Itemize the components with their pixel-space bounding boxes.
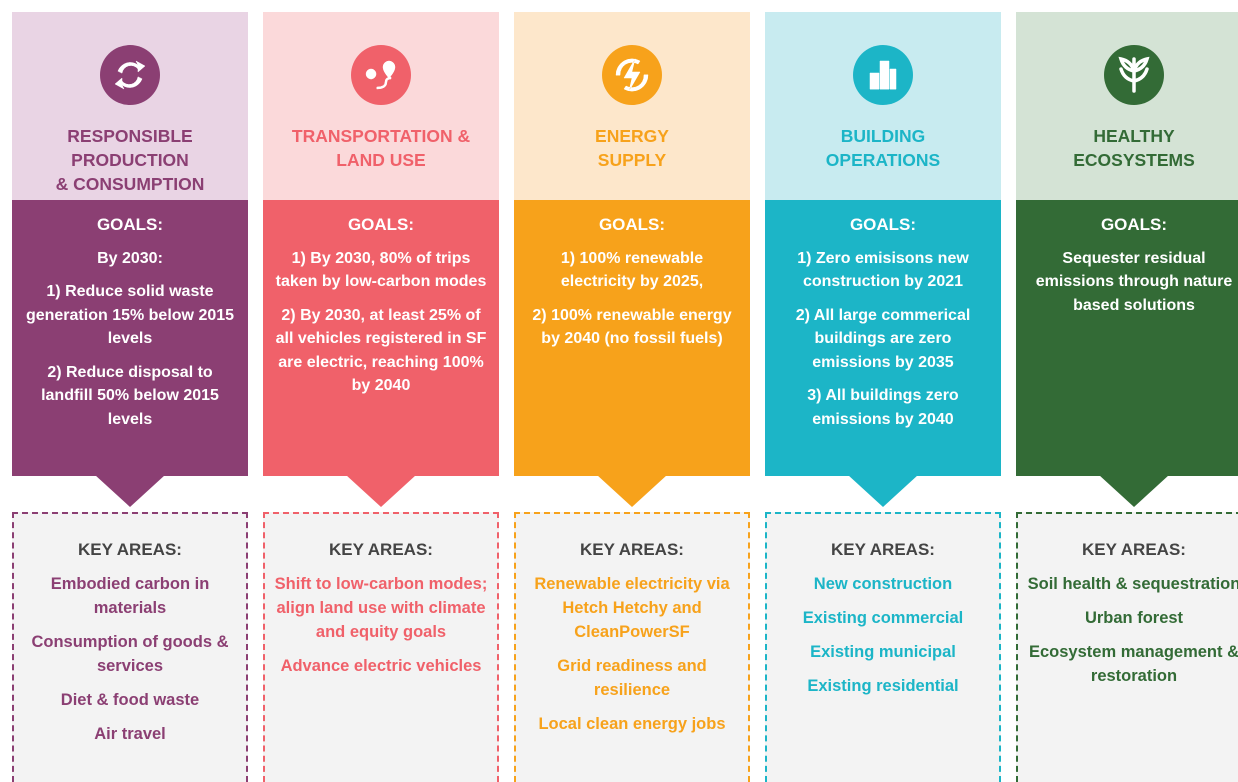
goals-box: GOALS: 1) By 2030, 80% of trips taken by … — [263, 200, 499, 476]
goals-box: GOALS: Sequester residual emissions throu… — [1016, 200, 1238, 476]
goal: 3) All buildings zero emissions by 2040 — [807, 387, 959, 428]
arrow — [346, 475, 416, 507]
icon — [351, 45, 411, 105]
goal: By 2030: — [97, 249, 163, 267]
key-areas-heading: KEY AREAS: — [78, 540, 182, 559]
arrow-shape — [597, 475, 667, 507]
icon-glyph — [1118, 56, 1150, 93]
column: BUILDING OPERATIONS GOALS: 1) Zero emisison… — [765, 12, 1001, 782]
key-area: Shift to low-carbon modes; align land us… — [274, 575, 488, 641]
icon-glyph — [869, 60, 897, 90]
arrow-shape — [95, 475, 165, 507]
goal: 1) 100% renewable electricity by 2025, — [560, 249, 704, 291]
key-area: Urban forest — [1084, 609, 1184, 627]
key-area: Local clean energy jobs — [538, 715, 726, 733]
column-header: HEALTHY ECOSYSTEMS — [1016, 12, 1238, 200]
arrow — [95, 475, 165, 507]
column-title: RESPONSIBLE PRODUCTION & CONSUMPTION — [12, 124, 248, 196]
title-line: HEALTHY — [1093, 126, 1175, 146]
key-areas-box: KEY AREAS: Shift to low-carbon modes; ali… — [263, 512, 499, 782]
arrow-shape — [848, 475, 918, 507]
title-line: ECOSYSTEMS — [1073, 150, 1195, 170]
arrow — [1099, 475, 1169, 507]
goals-box: GOALS: 1) 100% renewable electricity by 2… — [514, 200, 750, 476]
title-line: BUILDING — [840, 126, 926, 146]
key-areas-heading: KEY AREAS: — [1082, 540, 1186, 559]
key-area: Embodied carbon in materials — [50, 575, 210, 617]
icon — [853, 45, 913, 105]
icon-circle — [351, 45, 411, 105]
key-area: Existing municipal — [810, 643, 956, 661]
goal: Sequester residual emissions through nat… — [1035, 249, 1233, 314]
icon-glyph — [615, 58, 649, 92]
title-line: OPERATIONS — [825, 150, 941, 170]
key-areas-heading: KEY AREAS: — [831, 540, 935, 559]
key-areas-box: KEY AREAS: Renewable electricity via Hetc… — [514, 512, 750, 782]
key-area: Grid readiness and resilience — [557, 657, 707, 699]
goals-heading: GOALS: — [849, 215, 917, 234]
key-areas-box: KEY AREAS: New construction Existing comme… — [765, 512, 1001, 782]
arrow — [597, 475, 667, 507]
key-area: Consumption of goods & services — [31, 633, 229, 675]
goals-box: GOALS: 1) Zero emisisons new construction… — [765, 200, 1001, 476]
key-areas-box: KEY AREAS: Embodied carbon in materials Co… — [12, 512, 248, 782]
icon-glyph — [365, 60, 396, 90]
column-title: ENERGY SUPPLY — [514, 124, 750, 172]
column-header: ENERGY SUPPLY — [514, 12, 750, 200]
title-line: ENERGY — [595, 126, 669, 146]
goals-heading: GOALS: — [96, 215, 164, 234]
column-header: TRANSPORTATION & LAND USE — [263, 12, 499, 200]
column-header: RESPONSIBLE PRODUCTION & CONSUMPTION — [12, 12, 248, 200]
goal: 1) By 2030, 80% of trips taken by low-ca… — [275, 249, 487, 291]
column: ENERGY SUPPLY GOALS: 1) 100% renewable elec… — [514, 12, 750, 782]
title-line: TRANSPORTATION & — [291, 126, 471, 146]
icon — [100, 45, 160, 105]
goal: 2) 100% renewable energy by 2040 (no fos… — [532, 306, 732, 348]
goal: 1) Reduce solid waste generation 15% bel… — [25, 283, 235, 347]
icon-circle — [100, 45, 160, 105]
icon — [602, 45, 662, 105]
title-line: LAND USE — [336, 150, 426, 170]
icon-glyph — [114, 60, 146, 90]
column-title: HEALTHY ECOSYSTEMS — [1016, 124, 1238, 172]
goal: 1) Zero emisisons new construction by 20… — [797, 249, 969, 291]
arrow-shape — [1099, 475, 1169, 507]
column: RESPONSIBLE PRODUCTION & CONSUMPTION GOALS:… — [12, 12, 248, 782]
goals-box: GOALS: By 2030: 1) Reduce solid waste gene… — [12, 200, 248, 476]
key-area: Existing residential — [807, 677, 959, 695]
goal: 2) By 2030, at least 25% of all vehicles… — [275, 306, 487, 395]
title-line: RESPONSIBLE — [67, 126, 193, 146]
key-area: Existing commercial — [802, 609, 964, 627]
column-title: TRANSPORTATION & LAND USE — [263, 124, 499, 172]
key-area: Soil health & sequestration — [1027, 575, 1238, 593]
key-area: Renewable electricity via Hetch Hetchy a… — [534, 575, 730, 641]
key-area: Diet & food waste — [60, 691, 200, 709]
column-title: BUILDING OPERATIONS — [765, 124, 1001, 172]
goals-heading: GOALS: — [1100, 215, 1168, 234]
key-area: New construction — [813, 575, 953, 593]
goal: 2) All large commerical buildings are ze… — [795, 306, 971, 371]
key-area: Air travel — [94, 725, 166, 743]
arrow-shape — [346, 475, 416, 507]
column: TRANSPORTATION & LAND USE GOALS: 1) By 2030… — [263, 12, 499, 782]
arrow — [848, 475, 918, 507]
title-line: SUPPLY — [597, 150, 667, 170]
column-header: BUILDING OPERATIONS — [765, 12, 1001, 200]
title-line: & CONSUMPTION — [55, 174, 205, 194]
goals-heading: GOALS: — [347, 215, 415, 234]
key-areas-box: KEY AREAS: Soil health & sequestration Urb… — [1016, 512, 1238, 782]
icon — [1104, 45, 1164, 105]
title-line: PRODUCTION — [71, 150, 189, 170]
column: HEALTHY ECOSYSTEMS GOALS: Sequester residua… — [1016, 12, 1238, 782]
goals-heading: GOALS: — [598, 215, 666, 234]
key-area: Ecosystem management & restoration — [1029, 643, 1238, 685]
key-areas-heading: KEY AREAS: — [580, 540, 684, 559]
key-areas-heading: KEY AREAS: — [329, 540, 433, 559]
key-area: Advance electric vehicles — [280, 657, 482, 675]
goal: 2) Reduce disposal to landfill 50% below… — [41, 363, 219, 428]
